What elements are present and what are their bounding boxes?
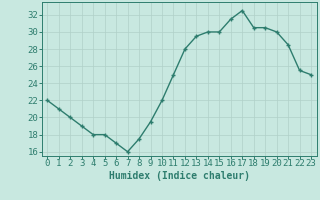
X-axis label: Humidex (Indice chaleur): Humidex (Indice chaleur)	[109, 171, 250, 181]
